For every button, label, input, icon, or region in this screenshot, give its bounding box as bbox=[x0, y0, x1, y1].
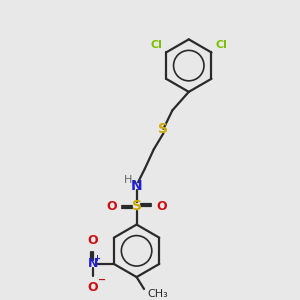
Text: O: O bbox=[88, 280, 98, 294]
Text: S: S bbox=[132, 199, 142, 213]
Text: S: S bbox=[158, 122, 168, 136]
Text: Cl: Cl bbox=[215, 40, 227, 50]
Text: N: N bbox=[88, 257, 98, 270]
Text: O: O bbox=[106, 200, 117, 213]
Text: O: O bbox=[88, 234, 98, 247]
Text: N: N bbox=[131, 179, 142, 193]
Text: O: O bbox=[156, 200, 166, 213]
Text: +: + bbox=[93, 254, 100, 263]
Text: CH₃: CH₃ bbox=[147, 289, 168, 299]
Text: Cl: Cl bbox=[151, 40, 163, 50]
Text: H: H bbox=[123, 176, 132, 185]
Text: −: − bbox=[98, 275, 106, 285]
